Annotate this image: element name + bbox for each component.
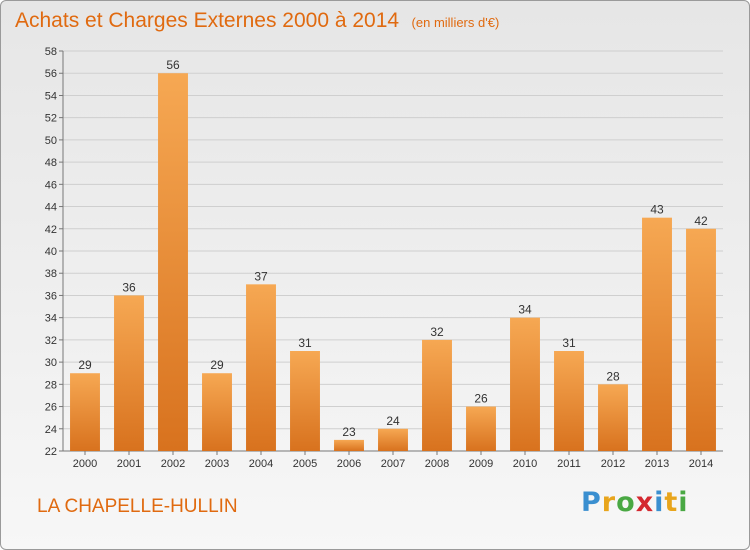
data-label: 29 [78,358,92,372]
y-tick-label: 46 [45,179,57,191]
x-tick-label: 2012 [601,458,625,470]
y-tick-label: 38 [45,268,57,280]
y-tick-label: 32 [45,335,57,347]
y-tick-label: 24 [45,424,57,436]
bar [642,217,672,451]
title-row: Achats et Charges Externes 2000 à 2014 (… [15,9,499,33]
data-label: 23 [342,425,356,439]
bar [246,284,276,451]
bar [70,373,100,451]
y-tick-label: 40 [45,246,57,258]
data-label: 29 [210,358,224,372]
logo-letter: i [654,487,665,518]
x-tick-label: 2000 [73,458,97,470]
x-tick-label: 2007 [381,458,405,470]
x-tick-label: 2001 [117,458,141,470]
y-tick-label: 22 [45,446,57,458]
x-tick-label: 2009 [469,458,493,470]
bar [378,428,408,451]
data-label: 31 [562,336,576,350]
y-tick-label: 36 [45,290,57,302]
x-tick-label: 2008 [425,458,449,470]
y-tick-label: 34 [45,313,57,325]
bar [598,384,628,451]
data-label: 34 [518,303,532,317]
logo-letter: i [678,487,689,518]
y-tick-label: 44 [45,202,57,214]
data-label: 37 [254,269,268,283]
logo-letter: t [664,487,679,518]
x-tick-label: 2004 [249,458,273,470]
bar [290,351,320,451]
y-tick-label: 30 [45,357,57,369]
y-tick-label: 52 [45,113,57,125]
bar [202,373,232,451]
logo-letter: o [616,487,636,518]
proxiti-logo: Proxiti [581,487,689,518]
data-label: 36 [122,280,136,294]
x-tick-label: 2002 [161,458,185,470]
y-tick-label: 28 [45,379,57,391]
x-tick-label: 2010 [513,458,537,470]
y-tick-label: 54 [45,90,57,102]
chart-unit: (en milliers d'€) [411,15,500,30]
x-tick-label: 2005 [293,458,317,470]
bar [554,351,584,451]
y-tick-label: 56 [45,68,57,80]
data-label: 28 [606,369,620,383]
logo-letter: x [635,487,655,518]
logo-letter: r [601,487,617,518]
x-tick-label: 2014 [689,458,713,470]
bar [114,295,144,451]
x-tick-label: 2003 [205,458,229,470]
data-label: 26 [474,392,488,406]
chart-title: Achats et Charges Externes 2000 à 2014 [15,9,400,32]
x-tick-label: 2013 [645,458,669,470]
y-tick-label: 26 [45,402,57,414]
bar [686,228,716,451]
data-label: 42 [694,214,708,228]
bar [158,73,188,451]
logo-letter: P [581,487,602,518]
data-label: 32 [430,325,444,339]
bar [466,406,496,451]
y-tick-label: 48 [45,157,57,169]
bar [422,339,452,451]
data-label: 56 [166,58,180,72]
y-tick-label: 50 [45,135,57,147]
y-tick-label: 58 [45,46,57,58]
x-tick-label: 2006 [337,458,361,470]
bar [334,439,364,451]
x-tick-label: 2011 [557,458,581,470]
data-label: 43 [650,203,664,217]
city-name: LA CHAPELLE-HULLIN [37,496,238,517]
bar [510,317,540,451]
data-label: 24 [386,414,400,428]
y-tick-label: 42 [45,224,57,236]
data-label: 31 [298,336,312,350]
